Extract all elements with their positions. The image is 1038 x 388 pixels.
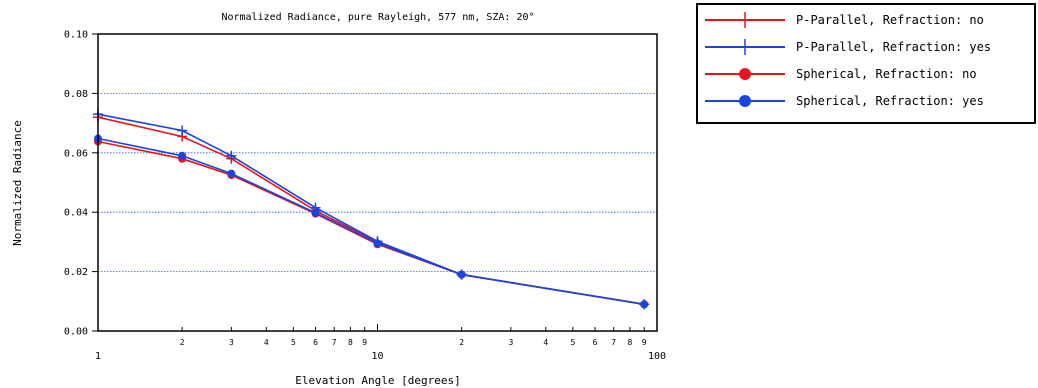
data-point bbox=[177, 125, 188, 136]
data-point bbox=[226, 150, 237, 161]
x-minor-tick-label: 6 bbox=[593, 338, 598, 347]
x-minor-tick-label: 6 bbox=[313, 338, 318, 347]
chart-title: Normalized Radiance, pure Rayleigh, 577 … bbox=[221, 12, 534, 23]
legend-box bbox=[696, 3, 1036, 124]
legend-item-3: Spherical, Refraction: no bbox=[705, 67, 977, 81]
x-major-tick-label: 10 bbox=[371, 351, 383, 362]
series-layer bbox=[93, 109, 650, 310]
data-point bbox=[178, 151, 187, 160]
legend: P-Parallel, Refraction: no P-Parallel, Re… bbox=[696, 3, 1036, 124]
y-axis-label: Normalized Radiance bbox=[11, 120, 24, 246]
x-minor-tick-label: 4 bbox=[264, 338, 269, 347]
data-point bbox=[457, 270, 466, 279]
legend-label: Spherical, Refraction: yes bbox=[796, 94, 984, 108]
data-point bbox=[227, 169, 236, 178]
x-minor-tick-label: 9 bbox=[642, 338, 647, 347]
series-line bbox=[97, 116, 645, 306]
x-minor-tick-label: 7 bbox=[332, 338, 337, 347]
x-minor-tick-label: 5 bbox=[570, 338, 575, 347]
x-minor-tick-label: 7 bbox=[611, 338, 616, 347]
legend-label: P-Parallel, Refraction: no bbox=[796, 13, 984, 27]
data-point bbox=[373, 239, 382, 248]
series-1 bbox=[93, 112, 650, 310]
plot-frame bbox=[97, 33, 658, 332]
x-minor-tick-label: 4 bbox=[543, 338, 548, 347]
series-2 bbox=[93, 109, 650, 310]
series-3 bbox=[94, 137, 649, 309]
series-4 bbox=[94, 134, 649, 309]
x-minor-tick-label: 9 bbox=[362, 338, 367, 347]
legend-label: Spherical, Refraction: no bbox=[796, 67, 977, 81]
x-minor-tick-label: 5 bbox=[291, 338, 296, 347]
y-tick-label: 0.04 bbox=[64, 208, 88, 219]
y-tick-label: 0.10 bbox=[64, 30, 88, 41]
legend-item-4: Spherical, Refraction: yes bbox=[705, 94, 984, 108]
legend-item-1: P-Parallel, Refraction: no bbox=[705, 12, 984, 28]
y-tick-label: 0.06 bbox=[64, 148, 88, 159]
x-minor-tick-label: 8 bbox=[627, 338, 632, 347]
y-tick-label: 0.08 bbox=[64, 89, 88, 100]
data-point bbox=[311, 208, 320, 217]
series-line bbox=[97, 113, 645, 306]
x-major-tick-label: 100 bbox=[648, 351, 666, 362]
x-minor-tick-label: 8 bbox=[348, 338, 353, 347]
x-major-tick-label: 1 bbox=[95, 351, 101, 362]
series-line bbox=[97, 140, 645, 306]
grid-lines bbox=[98, 93, 657, 273]
series-line bbox=[97, 137, 645, 306]
legend-swatch-marker bbox=[739, 95, 751, 107]
legend-item-2: P-Parallel, Refraction: yes bbox=[705, 39, 991, 55]
x-minor-tick-label: 3 bbox=[508, 338, 513, 347]
legend-label: P-Parallel, Refraction: yes bbox=[796, 40, 991, 54]
x-axis-label: Elevation Angle [degrees] bbox=[295, 374, 461, 387]
y-tick-label: 0.00 bbox=[64, 327, 88, 338]
legend-swatch-marker bbox=[739, 68, 751, 80]
data-point bbox=[640, 300, 649, 309]
x-minor-tick-label: 2 bbox=[180, 338, 185, 347]
x-minor-tick-label: 2 bbox=[459, 338, 464, 347]
x-minor-tick-label: 3 bbox=[229, 338, 234, 347]
y-tick-label: 0.02 bbox=[64, 267, 88, 278]
